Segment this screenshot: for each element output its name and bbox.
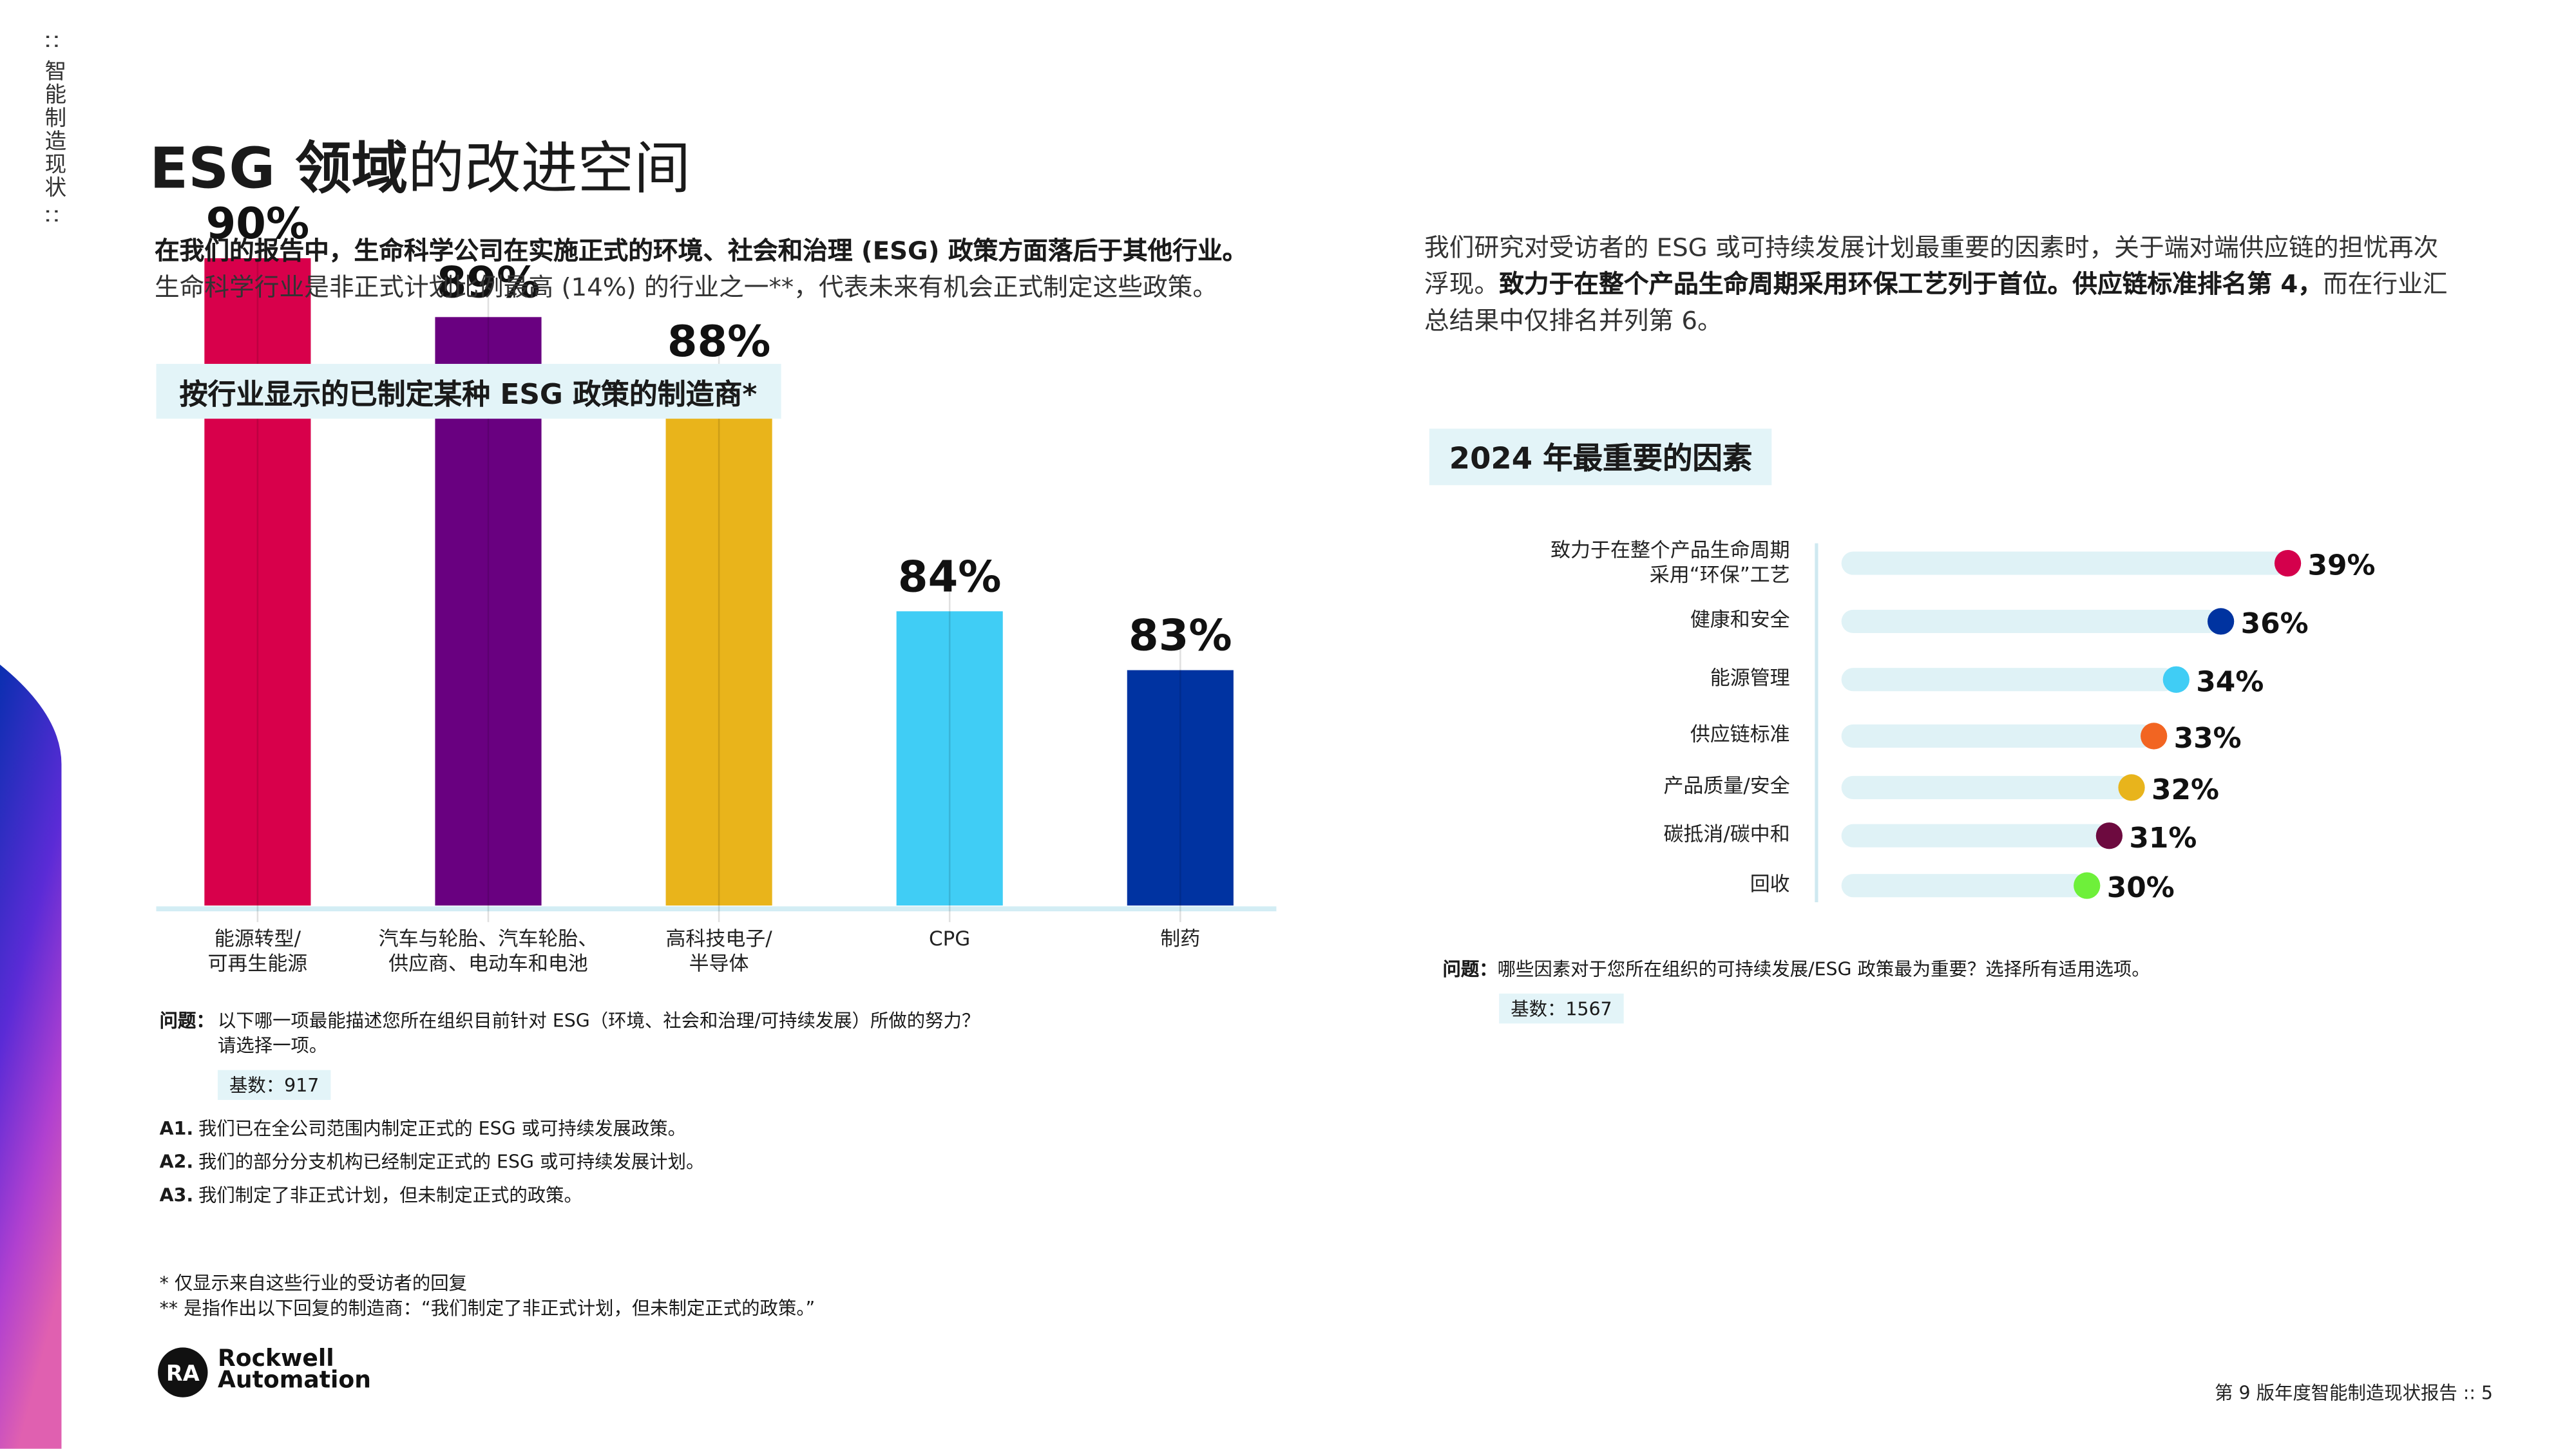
footer: 第 9 版年度智能制造现状报告 :: 5	[2215, 1382, 2493, 1405]
value-label: 31%	[2129, 822, 2197, 855]
y-tick-label: 碳抵消/碳中和	[1663, 822, 1790, 846]
answer-text: 我们已在全公司范围内制定正式的 ESG 或可持续发展政策。	[198, 1118, 687, 1140]
answer-label: A1.	[159, 1118, 194, 1140]
answer-label: A3.	[159, 1184, 194, 1207]
value-label: 30%	[2107, 871, 2175, 904]
x-tick-label: 汽车与轮胎、汽车轮胎、 供应商、电动车和电池	[378, 927, 598, 976]
x-tick-label: 能源转型/ 可再生能源	[207, 927, 308, 976]
side-gradient	[0, 665, 62, 1449]
dot	[2274, 549, 2302, 577]
intro-text: 我们研究对受访者的 ESG 或可持续发展计划最重要的因素时，关于端对端供应链的担…	[1424, 232, 2439, 299]
question-label: 问题：	[1442, 958, 1498, 981]
dot	[2095, 822, 2123, 849]
track	[1841, 824, 2110, 848]
x-tick-label: 制药	[1160, 927, 1201, 951]
value-label: 84%	[898, 551, 1002, 601]
track	[1841, 724, 2154, 748]
answer-text: 我们制定了非正式计划，但未制定正式的政策。	[198, 1184, 582, 1207]
intro-text: 生命科学行业是非正式计划比例最高 (14%) 的行业之一**，代表未来有机会正式…	[154, 272, 1218, 303]
bar	[896, 611, 1003, 906]
answer: A2. 我们的部分分支机构已经制定正式的 ESG 或可持续发展计划。	[160, 1148, 705, 1175]
right-intro: 我们研究对受访者的 ESG 或可持续发展计划最重要的因素时，关于端对端供应链的担…	[1424, 229, 2463, 339]
bar	[1127, 670, 1234, 906]
base: 基数：1567	[1499, 993, 1624, 1024]
bar	[665, 375, 772, 906]
y-tick-label: 供应链标准	[1690, 723, 1790, 746]
value-label: 89%	[437, 257, 540, 307]
dot	[2118, 774, 2145, 801]
question-text: 以下哪一项最能描述您所在组织目前针对 ESG（环境、社会和治理/可持续发展）所做…	[217, 1010, 980, 1057]
question-text: 哪些因素对于您所在组织的可持续发展/ESG 政策最为重要？选择所有适用选项。	[1497, 958, 2150, 981]
dot	[2162, 666, 2190, 693]
y-tick-label: 致力于在整个产品生命周期 采用“环保”工艺	[1550, 538, 1790, 587]
track	[1841, 551, 2288, 575]
answer: A1. 我们已在全公司范围内制定正式的 ESG 或可持续发展政策。	[160, 1115, 686, 1141]
y-tick-label: 健康和安全	[1690, 608, 1790, 632]
value-label: 88%	[667, 316, 771, 366]
value-label: 36%	[2241, 607, 2309, 640]
chart-title: 按行业显示的已制定某种 ESG 政策的制造商*	[156, 364, 781, 419]
left-intro: 在我们的报告中，生命科学公司在实施正式的环境、社会和治理 (ESG) 政策方面落…	[155, 232, 1351, 306]
page-title: ESG 领域的改进空间	[149, 123, 691, 204]
sidebar-label: :: 智能制造现状 ::	[39, 33, 65, 226]
intro-bold: 致力于在整个产品生命周期采用环保工艺列于首位。供应链标准排名第 4，	[1499, 269, 2323, 299]
x-tick-label: 高科技电子/ 半导体	[665, 927, 772, 976]
answer-label: A2.	[159, 1151, 194, 1173]
chart-title: 2024 年最重要的因素	[1429, 428, 1773, 486]
value-label: 39%	[2308, 549, 2376, 582]
intro-bold: 在我们的报告中，生命科学公司在实施正式的环境、社会和治理 (ESG) 政策方面落…	[154, 236, 1248, 266]
logo-text: Rockwell Automation	[217, 1345, 371, 1394]
question: 问题：哪些因素对于您所在组织的可持续发展/ESG 政策最为重要？选择所有适用选项…	[1442, 956, 2150, 982]
title-bold: ESG 领域	[149, 136, 408, 203]
y-tick-label: 回收	[1750, 872, 1790, 896]
track	[1841, 775, 2132, 799]
title-rest: 的改进空间	[408, 136, 691, 203]
dot	[2141, 723, 2168, 750]
y-tick-label: 能源管理	[1710, 666, 1790, 690]
question: 问题： 以下哪一项最能描述您所在组织目前针对 ESG（环境、社会和治理/可持续发展…	[160, 1009, 1024, 1058]
x-tick-label: CPG	[929, 927, 971, 951]
value-label: 34%	[2196, 665, 2264, 698]
logo-mark: RA	[166, 1361, 200, 1386]
answer: A3. 我们制定了非正式计划，但未制定正式的政策。	[160, 1181, 582, 1208]
footnote: ** 是指作出以下回复的制造商：“我们制定了非正式计划，但未制定正式的政策。”	[159, 1297, 816, 1320]
logo-circle	[158, 1347, 208, 1397]
dot	[2207, 608, 2235, 635]
track	[1841, 874, 2087, 898]
y-tick-label: 产品质量/安全	[1663, 774, 1790, 798]
question-label: 问题：	[159, 1010, 215, 1032]
base: 基数：917	[217, 1070, 331, 1100]
intro-text: 而在行业汇总结果中仅排名并列第 6。	[1424, 269, 2448, 336]
track	[1841, 668, 2177, 692]
value-label: 90%	[206, 198, 310, 249]
value-label: 83%	[1129, 611, 1232, 661]
footnote: * 仅显示来自这些行业的受访者的回复	[159, 1273, 467, 1294]
dot	[2074, 872, 2101, 899]
track	[1841, 609, 2221, 633]
logo-line: Rockwell	[217, 1345, 334, 1373]
answer-text: 我们的部分分支机构已经制定正式的 ESG 或可持续发展计划。	[198, 1151, 705, 1173]
value-label: 33%	[2174, 722, 2242, 755]
logo-line: Automation	[217, 1367, 371, 1394]
value-label: 32%	[2151, 773, 2219, 806]
